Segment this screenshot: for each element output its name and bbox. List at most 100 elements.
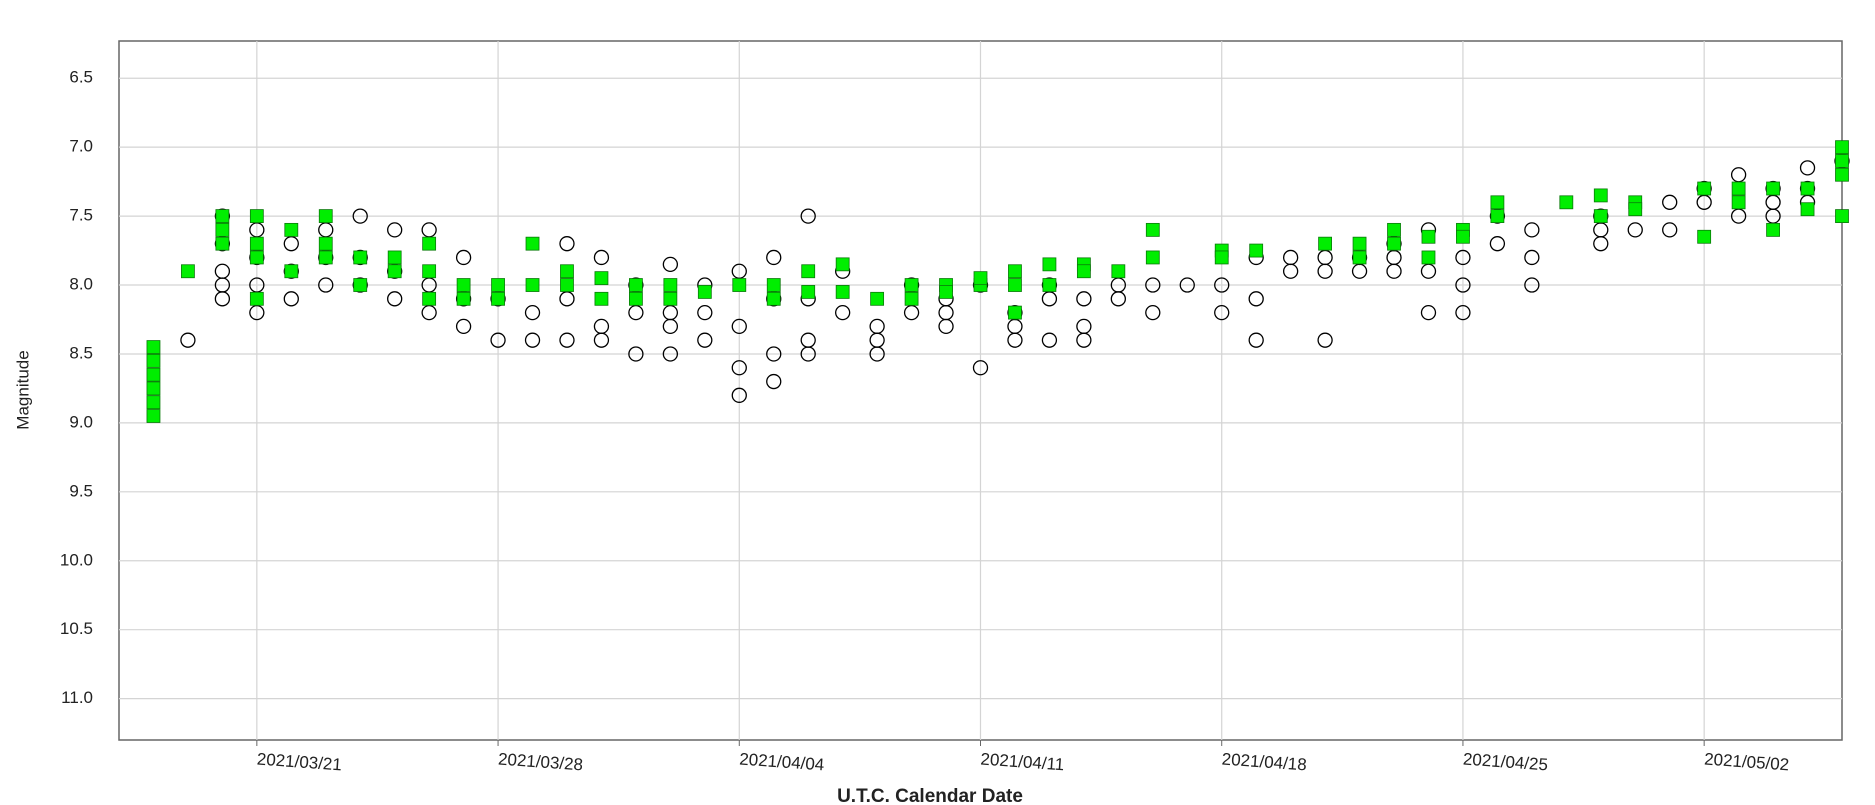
data-point [560,278,574,292]
data-point [559,236,575,252]
data-point [835,257,850,272]
data-point [697,332,713,348]
data-point [1835,209,1849,223]
data-point [1317,263,1333,279]
data-point [766,373,782,390]
data-point [800,346,816,362]
data-point [629,278,643,292]
data-point [869,346,885,362]
data-point [1076,318,1092,335]
data-point [1593,188,1608,203]
data-point [1524,277,1540,293]
data-point [594,271,609,286]
y-tick-label: 9.5 [69,481,93,500]
data-point [249,250,264,265]
data-point [1628,202,1643,217]
data-point [284,222,299,237]
data-point [249,236,264,251]
data-point [1145,304,1161,321]
data-point [559,332,575,348]
data-point [766,291,781,306]
y-axis-label: Magnitude [13,350,32,429]
x-tick-label: 2021/04/18 [1221,750,1307,775]
data-point [1456,229,1470,244]
data-point [146,395,161,410]
x-tick-label: 2021/05/02 [1704,750,1790,775]
data-point [284,264,299,279]
data-point [146,409,161,423]
data-point [1248,291,1264,307]
data-point [422,291,437,306]
data-point [1041,277,1058,293]
data-point [353,250,368,265]
data-point [663,278,678,292]
y-tick-label: 8.5 [69,343,93,362]
data-point [1111,264,1126,279]
y-tick-label: 6.5 [69,68,93,87]
data-point [1317,332,1333,348]
data-point [283,291,299,307]
data-point [1214,250,1229,265]
data-point [1387,236,1401,251]
data-point [1179,277,1195,293]
data-point [731,387,747,403]
data-point [835,285,850,299]
data-point [352,208,368,224]
data-point [1387,222,1401,237]
data-point [455,249,472,266]
data-point [1697,181,1712,196]
data-point [801,285,816,299]
data-point [662,318,679,335]
data-point [1455,249,1471,266]
data-point [1489,236,1506,252]
data-point [318,209,333,223]
data-point [1042,257,1057,272]
data-point [1145,250,1160,265]
data-point [1766,181,1780,196]
data-point [662,256,679,272]
data-point [731,360,747,376]
x-tick-label: 2021/04/04 [739,750,825,775]
data-point [732,278,747,292]
data-point [1835,167,1849,182]
data-point [387,222,403,238]
data-point [1593,236,1609,252]
data-point [215,209,230,223]
data-point [1282,263,1299,279]
data-point [1524,222,1540,238]
data-point [663,291,678,306]
data-point [249,291,264,306]
data-point [1008,264,1022,279]
data-point [1318,236,1332,251]
data-point [766,278,781,292]
data-point [870,291,885,306]
data-point [1145,277,1161,293]
data-point [318,236,333,251]
data-point [387,264,402,279]
data-point [662,346,679,362]
data-point [1421,229,1436,244]
data-point [1490,209,1505,223]
data-point [1041,332,1058,348]
data-point [1799,160,1816,176]
data-point [904,291,919,306]
data-point [1248,332,1264,348]
data-point [973,271,988,286]
data-point [1800,181,1815,196]
data-point [1731,181,1746,196]
data-point [146,353,161,368]
data-point [835,304,851,321]
data-point [524,304,541,321]
data-point [1731,195,1746,210]
y-tick-label: 7.5 [69,206,93,225]
data-point [524,332,541,348]
data-point [1076,264,1091,279]
data-point [801,264,816,279]
data-point [1835,154,1849,168]
data-point [283,263,299,279]
x-tick-label: 2021/04/25 [1462,750,1548,775]
data-point [1421,250,1436,265]
data-point [146,367,161,382]
data-point [593,332,610,348]
data-point [387,291,403,307]
